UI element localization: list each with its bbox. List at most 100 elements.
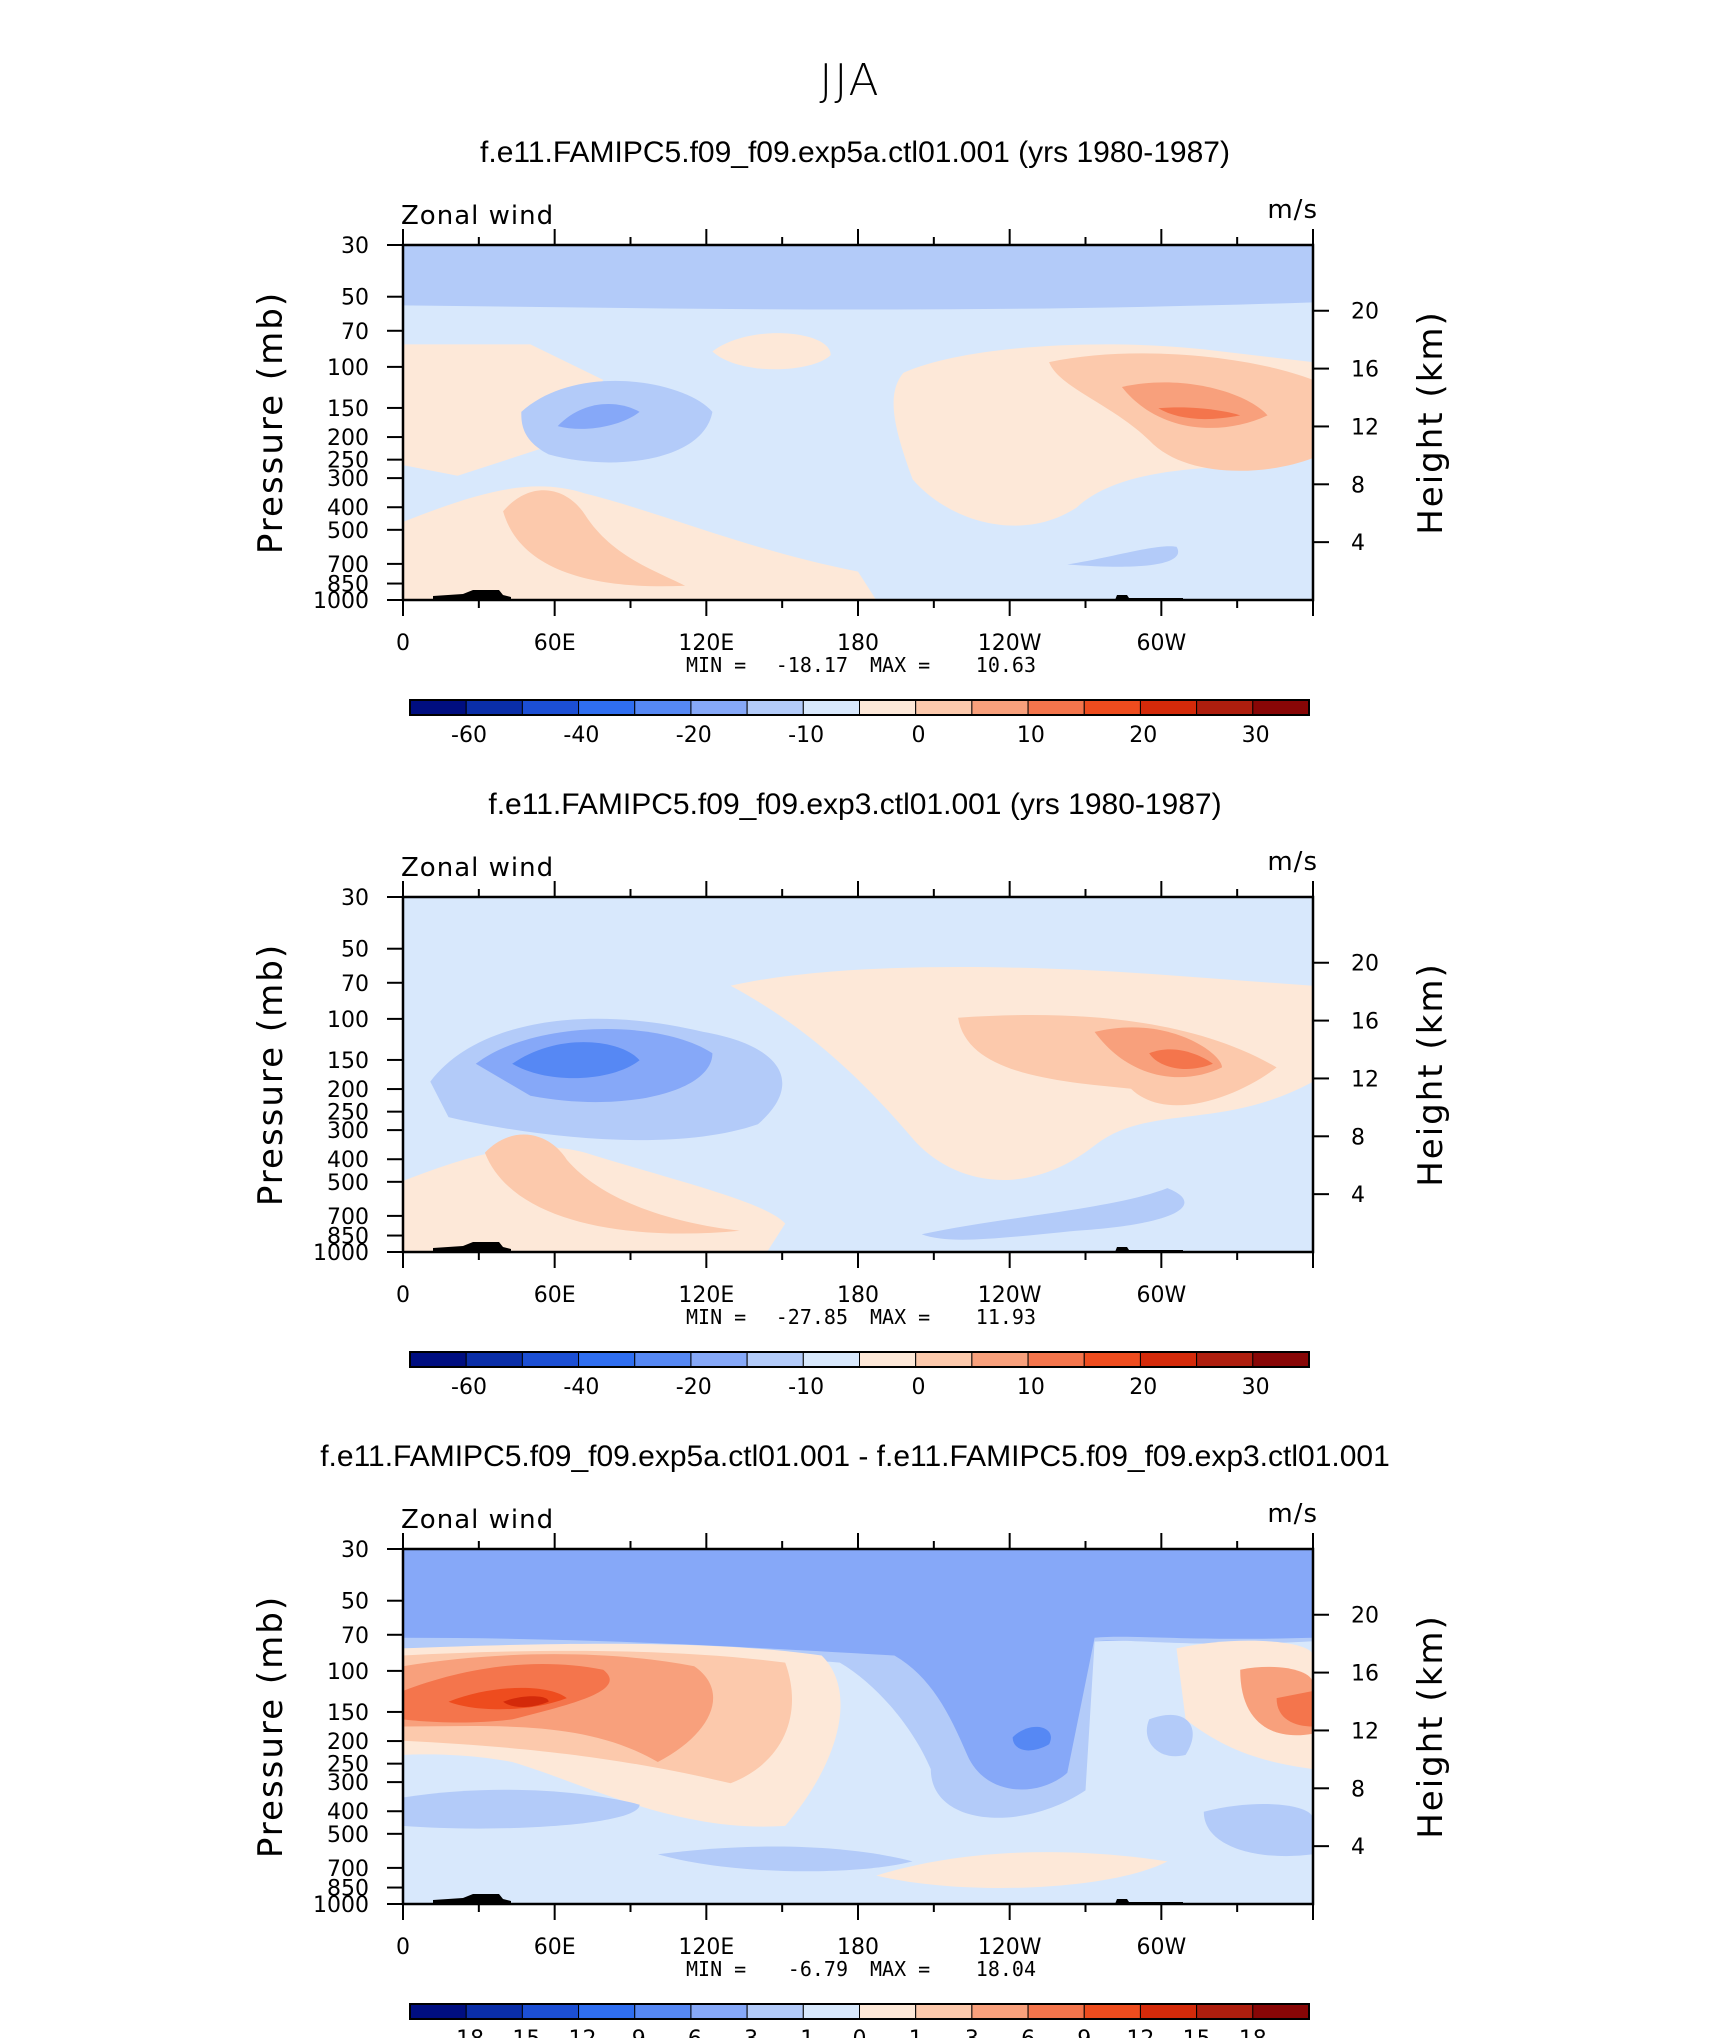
x-tick-label: 60E xyxy=(534,631,576,656)
colorbar-swatch xyxy=(634,699,692,716)
contour-fill xyxy=(503,1696,549,1708)
colorbar-swatch xyxy=(859,699,917,716)
y-tick-label: 700 xyxy=(327,1205,369,1230)
colorbar-label: 12 xyxy=(1126,2027,1154,2038)
colorbar-label: -10 xyxy=(788,1375,824,1400)
colorbar-label: -60 xyxy=(451,1375,487,1400)
contour-fill xyxy=(1149,1049,1213,1069)
colorbar-swatch xyxy=(802,2003,860,2020)
colorbar-swatch xyxy=(465,2003,523,2020)
contour-fill xyxy=(1067,546,1179,567)
y-tick-label: 300 xyxy=(327,1771,369,1796)
min-value: -6.79 xyxy=(788,1957,848,1981)
y-tick-label: 70 xyxy=(341,320,369,345)
colorbar-frame xyxy=(409,1351,1310,1368)
y-tick-label: 150 xyxy=(327,1049,369,1074)
contour-fill xyxy=(503,490,686,587)
colorbar-swatch xyxy=(746,2003,804,2020)
y-tick-label: 400 xyxy=(327,1148,369,1173)
min-label: MIN = xyxy=(686,1305,746,1329)
topography-mask xyxy=(433,1894,511,1904)
right-string: m/s xyxy=(1267,847,1318,877)
y2-axis-label: Height (km) xyxy=(1411,962,1451,1187)
y-tick-label: 250 xyxy=(327,449,369,474)
y-tick-label: 850 xyxy=(327,573,369,598)
x-tick-label: 120W xyxy=(978,1283,1042,1308)
colorbar-swatch xyxy=(971,1351,1029,1368)
colorbar-swatch xyxy=(1027,2003,1085,2020)
min-value: -18.17 xyxy=(776,653,848,677)
left-string: Zonal wind xyxy=(401,1505,554,1535)
contour-fill xyxy=(712,333,831,370)
contour-fill xyxy=(557,404,640,429)
y-axis-label: Pressure (mb) xyxy=(251,1595,291,1858)
colorbar-swatch xyxy=(1027,1351,1085,1368)
colorbar-label: -20 xyxy=(676,723,712,748)
colorbar-label: -3 xyxy=(736,2027,758,2038)
max-label: MAX = xyxy=(870,653,930,677)
min-value: -27.85 xyxy=(776,1305,848,1329)
colorbar-label: -40 xyxy=(563,723,599,748)
colorbar-swatch xyxy=(578,2003,636,2020)
colorbar-swatch xyxy=(746,1351,804,1368)
y2-axis-label: Height (km) xyxy=(1411,1614,1451,1839)
colorbar-swatch xyxy=(1196,699,1254,716)
max-label: MAX = xyxy=(870,1957,930,1981)
colorbar-label: 15 xyxy=(1183,2027,1211,2038)
y-tick-label: 1000 xyxy=(313,589,369,614)
y-tick-label: 400 xyxy=(327,1800,369,1825)
y-tick-label: 30 xyxy=(341,234,369,259)
y2-tick-label: 12 xyxy=(1351,415,1379,440)
contour-fill xyxy=(1276,1691,1313,1727)
colorbar-swatch xyxy=(1196,1351,1254,1368)
colorbar-swatch xyxy=(1139,2003,1198,2020)
colorbar-swatch xyxy=(634,1351,692,1368)
contour-fill xyxy=(1158,407,1241,420)
y-tick-label: 250 xyxy=(327,1101,369,1126)
y-tick-label: 300 xyxy=(327,1119,369,1144)
x-tick-label: 180 xyxy=(837,1935,879,1960)
colorbar-swatch xyxy=(578,699,636,716)
y-tick-label: 50 xyxy=(341,1590,369,1615)
y-axis-label: Pressure (mb) xyxy=(251,291,291,554)
y-tick-label: 100 xyxy=(327,1660,369,1685)
y-axis-label: Pressure (mb) xyxy=(251,943,291,1206)
y2-axis-label: Height (km) xyxy=(1411,310,1451,535)
colorbar-swatch xyxy=(802,699,860,716)
colorbar-swatch xyxy=(465,1351,523,1368)
colorbar-swatch xyxy=(802,1351,860,1368)
colorbar-label: 18 xyxy=(1239,2027,1267,2038)
colorbar-label: -6 xyxy=(680,2027,702,2038)
y-tick-label: 700 xyxy=(327,553,369,578)
colorbar-swatch xyxy=(634,2003,692,2020)
colorbar-label: -18 xyxy=(448,2027,484,2038)
x-tick-label: 0 xyxy=(396,1935,410,1960)
y-tick-label: 1000 xyxy=(313,1241,369,1266)
y-tick-label: 50 xyxy=(341,286,369,311)
colorbar-label: 0 xyxy=(911,723,925,748)
y-tick-label: 150 xyxy=(327,397,369,422)
y-tick-label: 100 xyxy=(327,356,369,381)
colorbar-swatch xyxy=(521,699,580,716)
colorbar-swatch xyxy=(1083,2003,1141,2020)
x-tick-label: 180 xyxy=(837,1283,879,1308)
colorbar-label: -20 xyxy=(676,1375,712,1400)
y-tick-label: 1000 xyxy=(313,1893,369,1918)
colorbar-swatch xyxy=(971,2003,1029,2020)
x-tick-label: 120W xyxy=(978,1935,1042,1960)
colorbar-swatch xyxy=(1083,699,1141,716)
y-tick-label: 100 xyxy=(327,1008,369,1033)
colorbar-label: 1 xyxy=(909,2027,923,2038)
contour-fill xyxy=(876,1852,1168,1888)
y2-tick-label: 12 xyxy=(1351,1067,1379,1092)
colorbar-label: 9 xyxy=(1077,2027,1091,2038)
y-tick-label: 500 xyxy=(327,1171,369,1196)
colorbar-swatch xyxy=(1252,2003,1310,2020)
colorbar-swatch xyxy=(690,699,748,716)
colorbar-label: 30 xyxy=(1242,1375,1270,1400)
right-string: m/s xyxy=(1267,1499,1318,1529)
panel-title: f.e11.FAMIPC5.f09_f09.exp3.ctl01.001 (yr… xyxy=(488,788,1221,821)
colorbar-label: 10 xyxy=(1017,1375,1045,1400)
y-tick-label: 70 xyxy=(341,972,369,997)
